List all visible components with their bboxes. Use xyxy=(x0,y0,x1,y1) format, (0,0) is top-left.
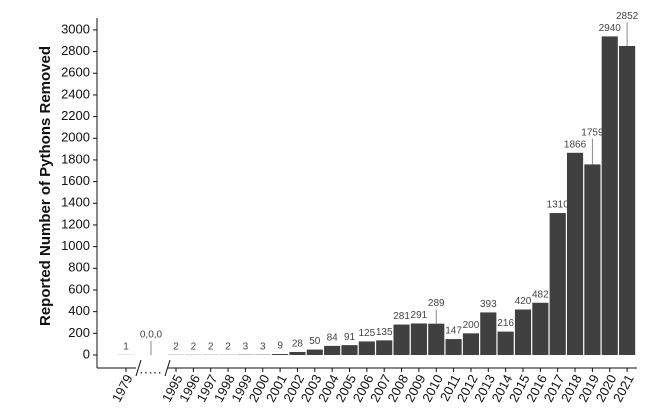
y-tick-label: 400 xyxy=(68,303,90,318)
value-label: 2 xyxy=(191,341,197,352)
y-tick-label: 2800 xyxy=(61,43,90,58)
value-label: 9 xyxy=(277,341,283,352)
bar xyxy=(532,302,549,355)
bar xyxy=(445,339,462,355)
value-label: 2 xyxy=(173,341,179,352)
bar xyxy=(480,312,497,355)
bar xyxy=(514,309,532,355)
value-label: 135 xyxy=(376,327,393,338)
value-label: 3 xyxy=(260,341,266,352)
value-label: 28 xyxy=(292,339,304,350)
bar xyxy=(306,349,323,355)
value-label: 216 xyxy=(497,318,514,329)
bar xyxy=(549,213,566,355)
value-label: 1 xyxy=(123,342,129,353)
y-tick-label: 800 xyxy=(68,260,90,275)
value-label: 2852 xyxy=(616,11,639,22)
axis-break xyxy=(135,359,142,377)
bar xyxy=(376,340,393,355)
bar xyxy=(497,331,514,355)
value-label: 1310 xyxy=(547,200,570,211)
y-tick-label: 2600 xyxy=(61,65,90,80)
value-label: 200 xyxy=(463,320,480,331)
value-label: 50 xyxy=(309,336,321,347)
x-tick-label: 1979 xyxy=(109,372,136,405)
bar xyxy=(428,323,445,355)
y-tick-label: 600 xyxy=(68,281,90,296)
value-label: 147 xyxy=(445,326,462,337)
value-label: 420 xyxy=(515,296,532,307)
value-label: 2940 xyxy=(599,23,622,34)
y-tick-label: 1600 xyxy=(61,173,90,188)
bar xyxy=(462,333,480,355)
bar xyxy=(584,164,601,355)
y-tick-label: 1200 xyxy=(61,216,90,231)
bar xyxy=(619,45,636,355)
y-tick-label: 2200 xyxy=(61,108,90,123)
value-label: 84 xyxy=(327,333,339,344)
bar xyxy=(393,324,410,355)
y-axis-title: Reported Number of Pythons Removed xyxy=(37,46,54,326)
value-label: 1759 xyxy=(581,127,604,138)
value-label: 3 xyxy=(243,341,249,352)
value-label: 289 xyxy=(428,298,445,309)
value-label: 291 xyxy=(411,310,428,321)
y-tick-label: 2000 xyxy=(61,130,90,145)
bar xyxy=(289,351,306,355)
value-label: 1866 xyxy=(564,139,587,150)
y-tick-label: 200 xyxy=(68,325,90,340)
y-tick-label: 0 xyxy=(83,346,90,361)
value-label: 125 xyxy=(359,328,376,339)
bar xyxy=(566,152,584,355)
axis-break xyxy=(164,359,171,377)
bar xyxy=(341,345,358,355)
value-label: 2 xyxy=(208,341,214,352)
value-label: 2 xyxy=(225,341,231,352)
value-label: 281 xyxy=(393,311,410,322)
y-tick-label: 2400 xyxy=(61,86,90,101)
value-label: 0,0,0 xyxy=(140,330,163,341)
bar xyxy=(272,354,289,355)
y-tick-label: 1800 xyxy=(61,151,90,166)
bar xyxy=(324,345,341,355)
y-tick-label: 1400 xyxy=(61,195,90,210)
value-label: 91 xyxy=(344,332,356,343)
value-label: 482 xyxy=(532,289,549,300)
bar xyxy=(358,341,375,355)
y-tick-label: 3000 xyxy=(61,21,90,36)
x-tick-label: ..... xyxy=(139,361,162,376)
bar xyxy=(601,36,618,355)
bar xyxy=(410,323,427,355)
value-label: 393 xyxy=(480,299,497,310)
y-tick-label: 1000 xyxy=(61,238,90,253)
